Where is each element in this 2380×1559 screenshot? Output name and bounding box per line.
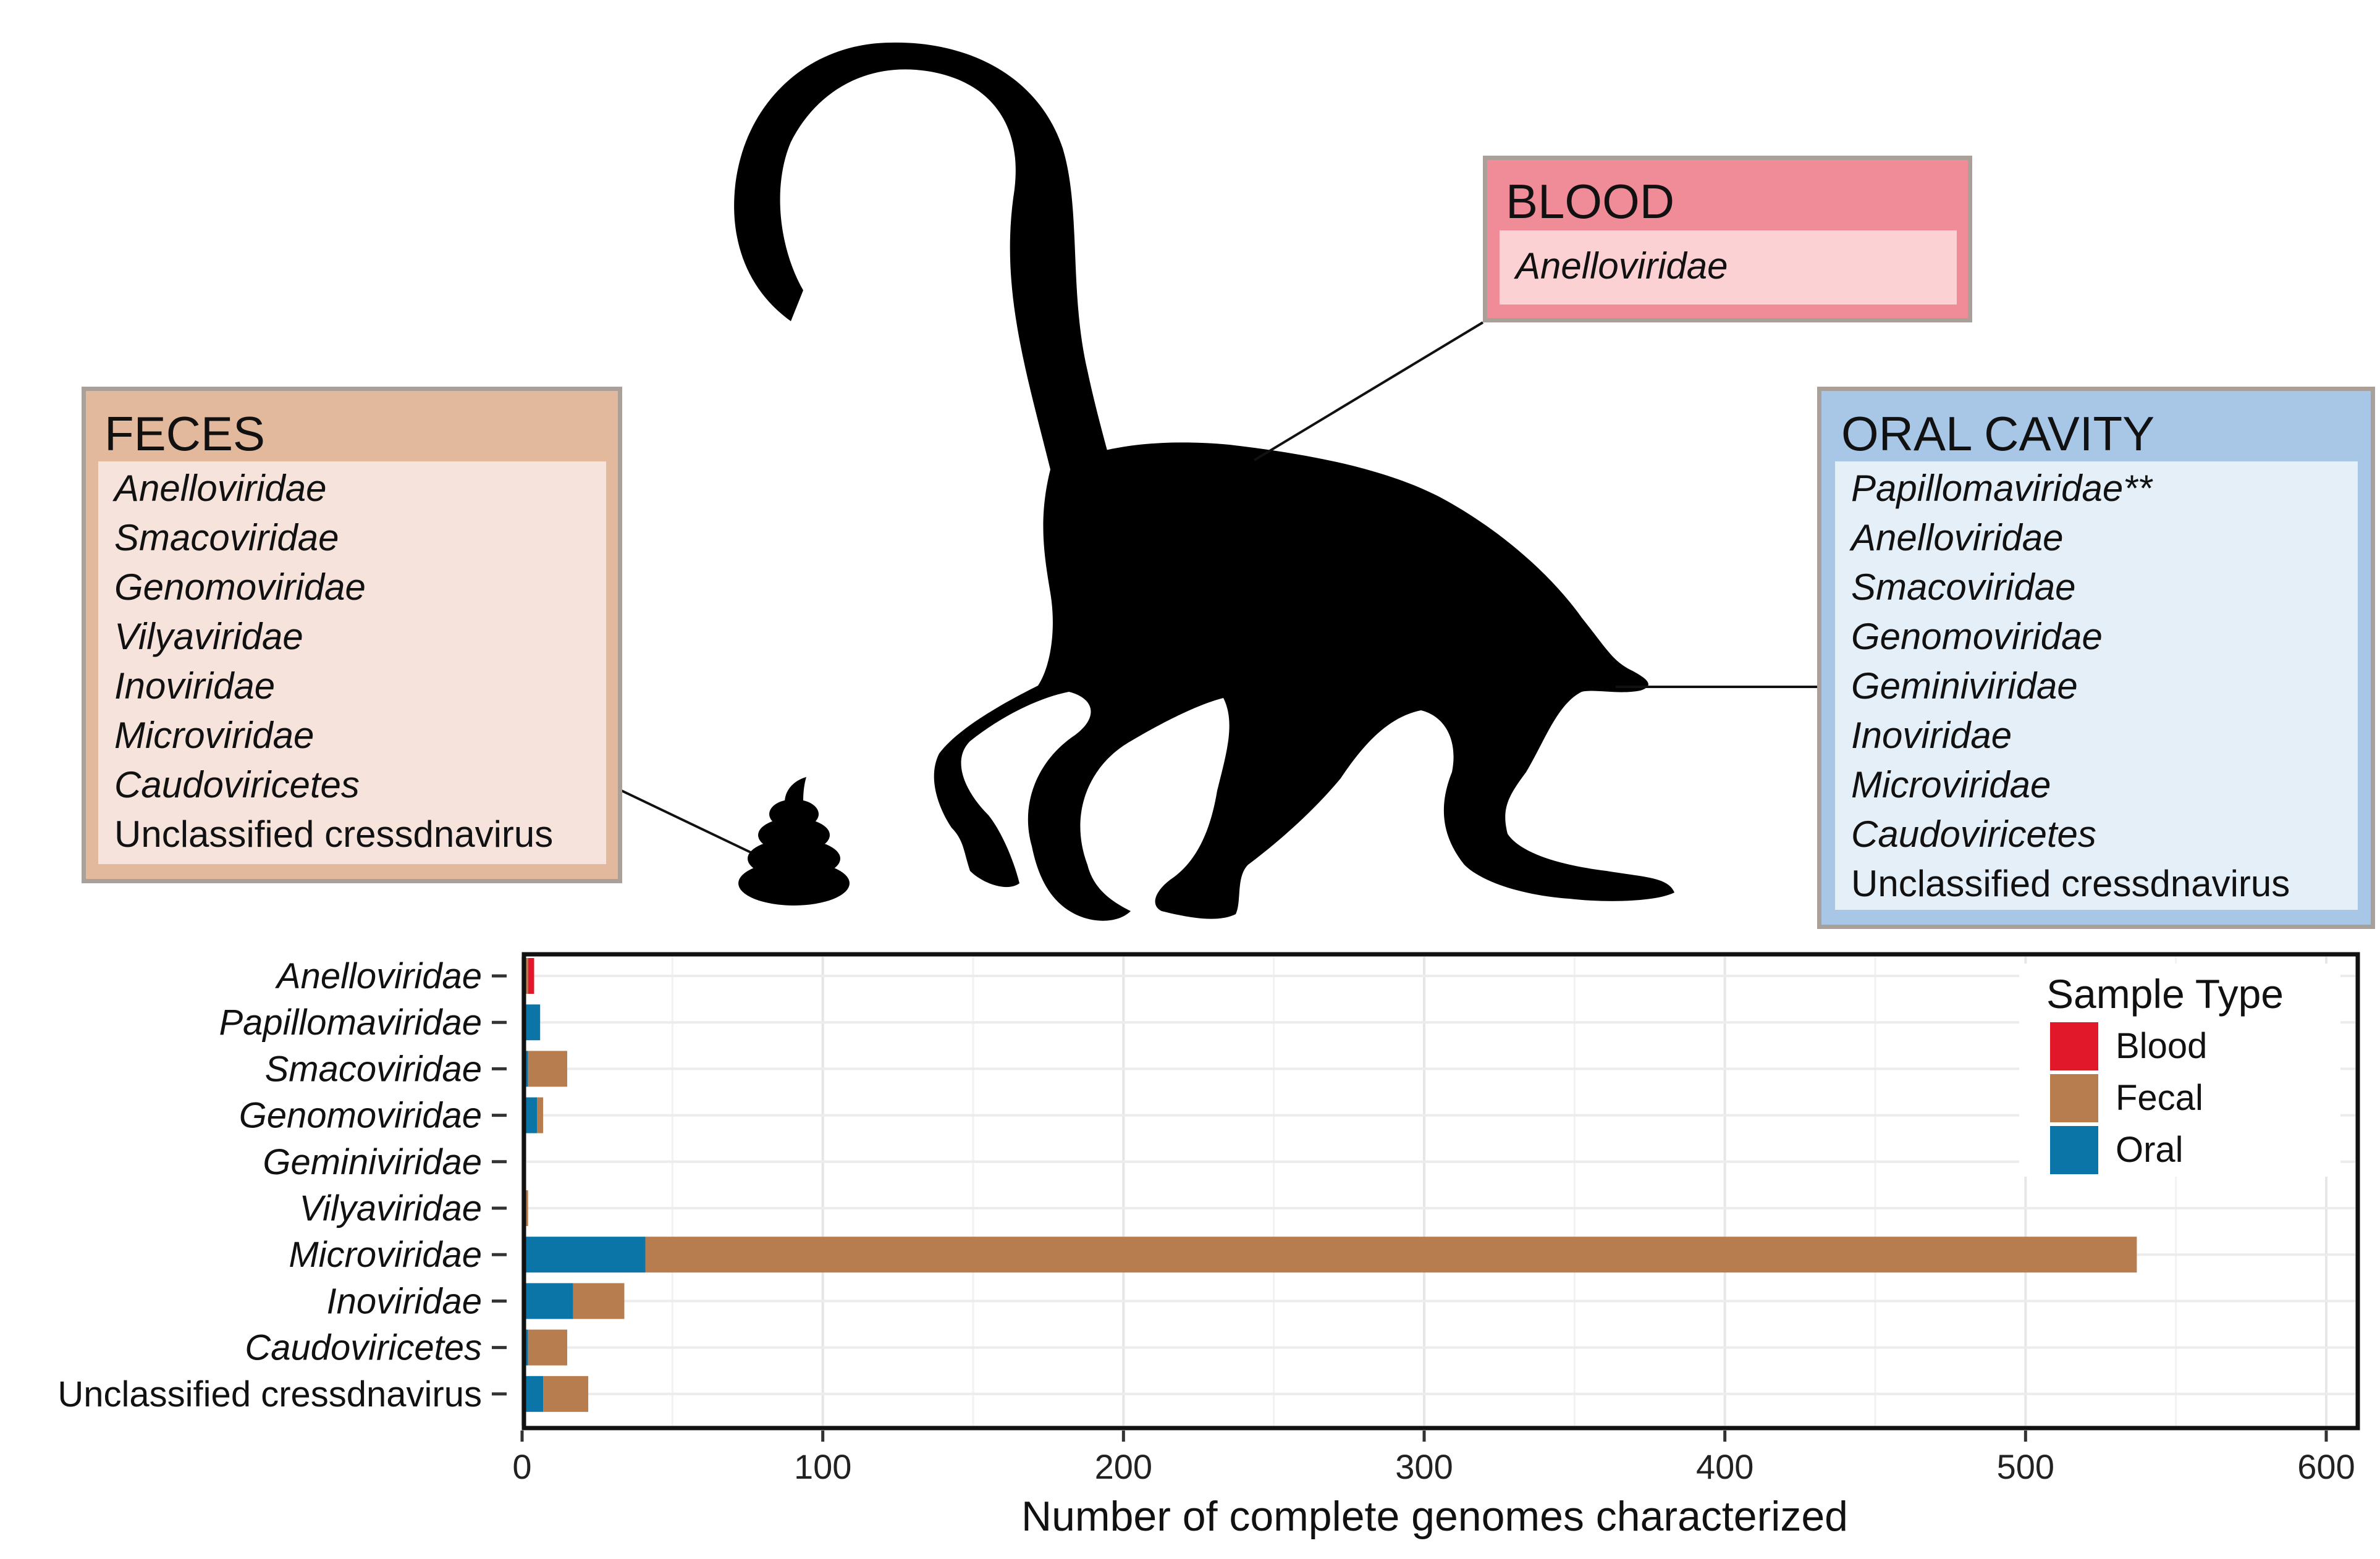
oral-item: Papillomaviridae**	[1851, 468, 2152, 509]
category-label: Papillomaviridae	[219, 1002, 482, 1043]
feces-virus-list: Anelloviridae Smacoviridae Genomoviridae…	[98, 461, 606, 864]
x-tick-label: 0	[512, 1447, 531, 1486]
category-label: Geminiviridae	[263, 1142, 482, 1182]
legend-swatch-oral	[2050, 1126, 2098, 1174]
bar-oral	[522, 1283, 573, 1319]
feces-item: Genomoviridae	[114, 566, 366, 608]
x-tick-label: 600	[2297, 1447, 2355, 1486]
legend-label: Fecal	[2116, 1078, 2203, 1118]
category-label: Unclassified cressdnavirus	[57, 1374, 482, 1414]
feces-panel-title: FECES	[104, 406, 266, 461]
bar-fecal	[573, 1283, 625, 1319]
feces-item: Vilyaviridae	[114, 616, 303, 657]
oral-item: Inoviridae	[1851, 715, 2012, 756]
feces-item: Microviridae	[114, 715, 314, 756]
legend-swatch-fecal	[2050, 1074, 2098, 1122]
oral-item: Anelloviridae	[1851, 517, 2064, 558]
category-labels: Anelloviridae Papillomaviridae Smacovirida…	[57, 956, 507, 1414]
legend-swatch-blood	[2050, 1022, 2098, 1070]
category-label: Anelloviridae	[275, 956, 482, 996]
bar-blood	[528, 958, 534, 994]
bar-fecal	[537, 1097, 544, 1133]
x-axis-ticks: 0 100 200 300 400 500 600	[512, 1431, 2355, 1486]
illustration	[608, 42, 1817, 921]
bar-fecal	[543, 1376, 589, 1412]
legend-title: Sample Type	[2046, 971, 2284, 1017]
oral-item: Smacoviridae	[1851, 566, 2076, 608]
plot-frame	[521, 952, 2360, 1431]
blood-panel: BLOOD Anelloviridae	[1483, 156, 1972, 322]
category-label: Vilyaviridae	[299, 1188, 482, 1229]
blood-panel-title: BLOOD	[1506, 174, 1675, 229]
category-label: Smacoviridae	[265, 1049, 482, 1089]
feces-item: Caudoviricetes	[114, 764, 360, 805]
x-tick-label: 100	[794, 1447, 851, 1486]
oral-item: Microviridae	[1851, 764, 2051, 805]
category-label: Caudoviricetes	[245, 1328, 482, 1368]
feces-icon	[738, 777, 850, 906]
oral-virus-list: Papillomaviridae** Anelloviridae Smacovi…	[1835, 461, 2358, 910]
lemur-silhouette-icon	[734, 42, 1674, 921]
feces-item: Smacoviridae	[114, 517, 339, 558]
bar-fecal	[645, 1237, 2137, 1273]
legend-label: Oral	[2116, 1130, 2184, 1170]
oral-panel: ORAL CAVITY Papillomaviridae** Anellovir…	[1817, 387, 2375, 929]
bar-fecal	[525, 958, 528, 994]
x-axis-title: Number of complete genomes characterized	[1021, 1493, 1848, 1540]
bar-fecal	[528, 1329, 567, 1366]
x-tick-label: 300	[1395, 1447, 1453, 1486]
oral-item: Unclassified cressdnavirus	[1851, 863, 2290, 904]
oral-panel-title: ORAL CAVITY	[1841, 406, 2155, 461]
feces-item: Inoviridae	[114, 665, 276, 707]
oral-item: Genomoviridae	[1851, 616, 2103, 657]
legend-label: Blood	[2116, 1026, 2207, 1066]
x-tick-label: 200	[1095, 1447, 1152, 1486]
oral-item: Caudoviricetes	[1851, 813, 2096, 855]
connector-lines	[608, 321, 1817, 854]
bar-fecal	[528, 1051, 567, 1087]
x-tick-label: 400	[1696, 1447, 1753, 1486]
category-label: Genomoviridae	[239, 1096, 482, 1136]
feces-item: Unclassified cressdnavirus	[114, 813, 554, 855]
feces-item: Anelloviridae	[114, 468, 327, 509]
oral-item: Geminiviridae	[1851, 665, 2078, 707]
blood-virus-list: Anelloviridae	[1500, 230, 1957, 305]
x-tick-label: 500	[1997, 1447, 2054, 1486]
blood-item: Anelloviridae	[1516, 245, 1728, 287]
category-label: Microviridae	[289, 1235, 482, 1275]
feces-panel: FECES Anelloviridae Smacoviridae Genomov…	[82, 387, 622, 883]
legend: Sample Type Blood Fecal Oral	[2019, 964, 2340, 1177]
category-label: Inoviridae	[327, 1281, 482, 1321]
bar-oral	[522, 1237, 646, 1273]
chart-bars	[522, 958, 2137, 1412]
